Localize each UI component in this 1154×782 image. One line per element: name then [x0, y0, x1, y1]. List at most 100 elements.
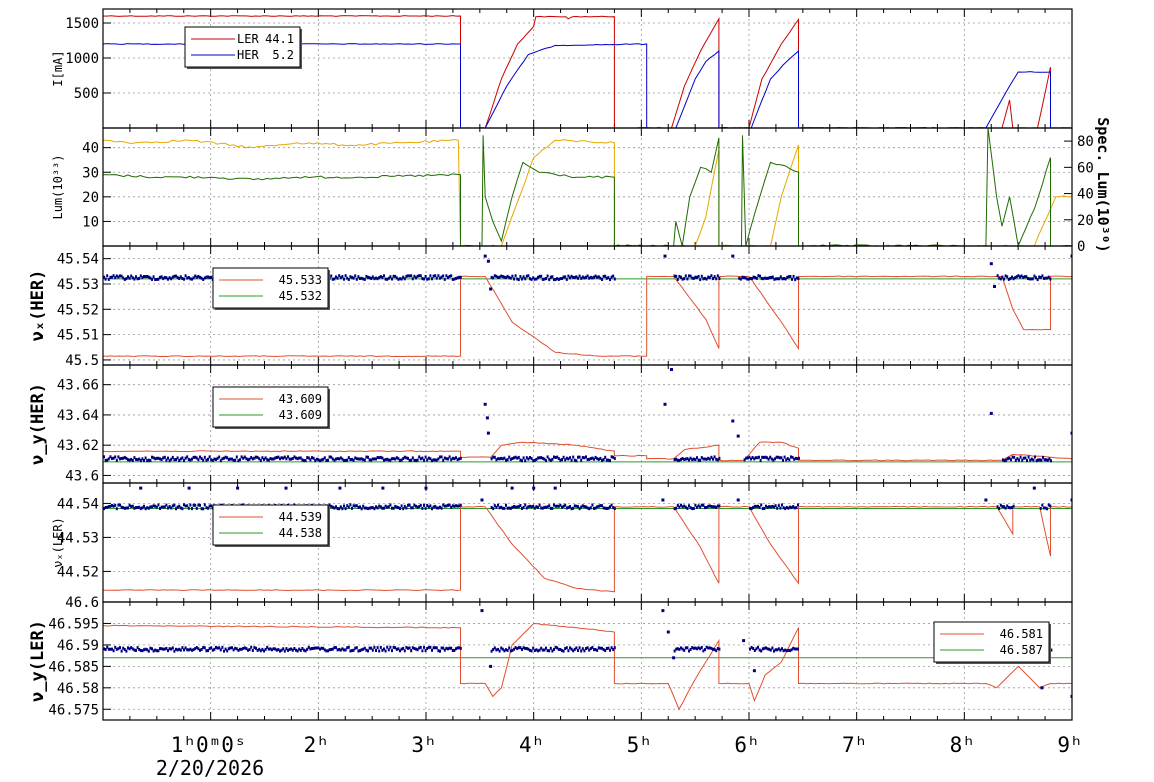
tune-dot — [155, 456, 158, 460]
tune-dot — [553, 455, 555, 459]
tune-dot — [290, 647, 293, 651]
tune-dot — [771, 646, 774, 650]
y-tick-label: 45.52 — [57, 302, 99, 318]
tune-dot — [154, 648, 157, 652]
tune-dot — [443, 504, 446, 508]
tune-dot — [194, 274, 197, 278]
tune-dot — [705, 645, 708, 649]
tune-dot — [175, 274, 177, 278]
tune-dot — [191, 277, 193, 281]
tune-dot — [1013, 455, 1016, 459]
tune-dot — [391, 649, 393, 653]
tune-dot — [790, 506, 793, 510]
tune-dot — [119, 646, 121, 650]
tune-dot — [596, 457, 599, 461]
tune-dot — [138, 457, 141, 461]
y-tick-label: 44.52 — [57, 564, 99, 580]
tune-dot — [269, 647, 272, 651]
tune-dot — [387, 276, 390, 280]
tune-dot — [546, 505, 549, 509]
tune-dot — [505, 503, 507, 507]
tune-dot — [490, 506, 493, 509]
tune-dot — [794, 278, 797, 282]
tune-dot — [585, 505, 587, 509]
tune-dot — [508, 455, 511, 459]
y-tick-label: 46.575 — [48, 702, 99, 718]
tune-dot — [573, 647, 576, 651]
tune-dot — [751, 277, 753, 281]
tune-dot — [376, 456, 379, 459]
tune-dot — [508, 646, 511, 650]
tune-dot — [200, 276, 203, 280]
tune-dot — [283, 455, 286, 459]
tune-dot — [581, 504, 584, 508]
tune-dot — [381, 648, 384, 652]
tune-dot — [551, 506, 554, 510]
tune-dot — [218, 646, 221, 650]
tune-dot — [272, 457, 275, 461]
tune-dot — [176, 456, 179, 460]
y-tick-label: 44.53 — [57, 530, 99, 546]
tune-dot — [200, 648, 203, 651]
tune-dot — [111, 457, 113, 460]
series-line-1 — [103, 15, 1072, 128]
tune-dot — [167, 277, 169, 281]
tune-dot — [519, 646, 522, 650]
tune-dot — [455, 276, 457, 280]
tune-dot — [319, 459, 321, 463]
tune-dot — [702, 649, 705, 653]
tune-dot — [1002, 458, 1004, 462]
tune-dot — [440, 275, 443, 279]
outlier-dot — [510, 486, 514, 490]
tune-dot — [125, 277, 128, 281]
tune-dot — [352, 276, 355, 280]
tune-dot — [245, 647, 248, 651]
tune-dot — [179, 457, 182, 461]
tune-dot — [295, 456, 297, 460]
tune-dot — [285, 457, 288, 461]
tune-dot — [700, 645, 703, 649]
series-line-1 — [103, 275, 1072, 358]
y-tick-label: 10 — [82, 214, 99, 230]
tune-dot — [405, 456, 408, 460]
tune-dot — [298, 456, 301, 460]
tune-dot — [540, 506, 543, 510]
tune-dots — [103, 368, 1072, 463]
tune-dot — [221, 645, 224, 649]
tune-dot — [141, 506, 144, 510]
tune-dot — [175, 507, 177, 511]
tune-dot — [787, 648, 790, 652]
tune-dot — [763, 276, 766, 280]
tune-dot — [277, 648, 280, 652]
y-tick-label: 45.5 — [65, 353, 99, 369]
tune-dot — [319, 647, 321, 651]
outlier-dot — [486, 259, 490, 263]
tune-dot — [309, 647, 312, 651]
tune-dot — [279, 457, 281, 461]
tune-dot — [178, 277, 181, 280]
tune-dot — [509, 649, 512, 653]
tune-dot — [451, 504, 454, 508]
tune-dot — [173, 503, 176, 507]
tune-dot — [141, 276, 144, 280]
tune-dot — [183, 503, 185, 507]
tune-dot — [330, 455, 333, 459]
y-tick-label: 1500 — [65, 16, 99, 32]
tune-dot — [178, 647, 181, 651]
tune-dot — [333, 646, 336, 650]
tune-dot — [684, 457, 687, 461]
tune-dot — [459, 503, 462, 507]
tune-dot — [147, 506, 150, 510]
tune-dot — [149, 276, 152, 280]
tune-dot — [181, 507, 184, 511]
tune-dot — [757, 274, 760, 278]
tune-dot — [371, 506, 374, 510]
tune-dot — [591, 456, 594, 460]
tune-dot — [509, 506, 512, 510]
tune-dot — [455, 647, 457, 651]
tune-dot — [253, 646, 256, 650]
tune-dot — [1028, 277, 1031, 281]
tune-dot — [565, 646, 568, 650]
